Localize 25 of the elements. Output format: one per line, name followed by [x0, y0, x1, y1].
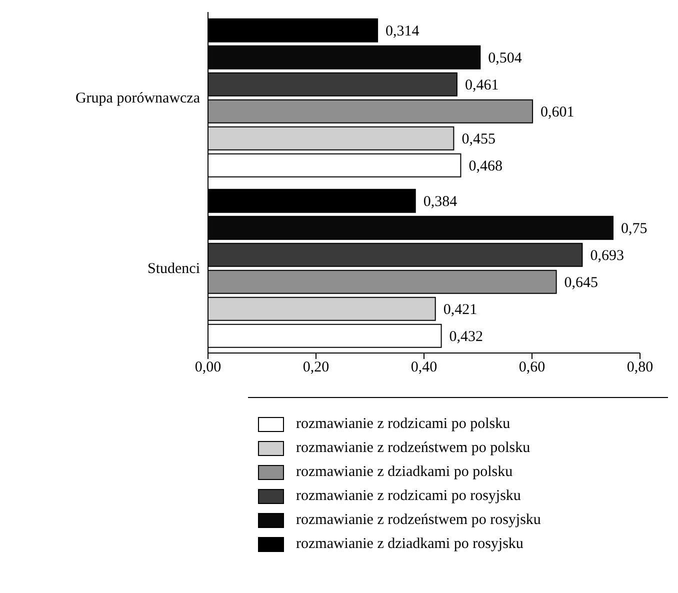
data-label: 0,601	[540, 104, 574, 121]
legend-label: rozmawianie z rodzeństwem po rosyjsku	[296, 512, 541, 528]
legend-label: rozmawianie z dziadkami po polsku	[296, 464, 513, 480]
data-label: 0,645	[564, 275, 598, 292]
x-tick-label: 0,80	[626, 360, 654, 376]
legend-label: rozmawianie z rodzeństwem po polsku	[296, 440, 530, 456]
data-label: 0,314	[386, 24, 420, 40]
legend-label: rozmawianie z dziadkami po rosyjsku	[296, 536, 524, 552]
data-label: 0,461	[464, 78, 499, 94]
data-label: 0,693	[590, 248, 624, 264]
data-label: 0,455	[462, 132, 496, 148]
data-label: 0,468	[468, 158, 502, 175]
data-label: 0,384	[423, 194, 458, 210]
y-tick-label: Grupa porównawcza	[75, 90, 200, 107]
legend-label: rozmawianie z rodzicami po rosyjsku	[296, 488, 521, 504]
data-label: 0,75	[621, 221, 648, 238]
data-label: 0,432	[449, 329, 484, 346]
data-label: 0,421	[443, 302, 478, 318]
legend-label: rozmawianie z rodzicami po polsku	[296, 416, 510, 432]
x-tick-label: 0,20	[302, 360, 330, 376]
data-label: 0,504	[488, 50, 522, 67]
x-tick-label: 0,40	[410, 360, 438, 376]
x-tick-label: 0,00	[194, 360, 222, 376]
y-tick-label: Studenci	[148, 261, 200, 278]
x-tick-label: 0,60	[518, 360, 546, 376]
